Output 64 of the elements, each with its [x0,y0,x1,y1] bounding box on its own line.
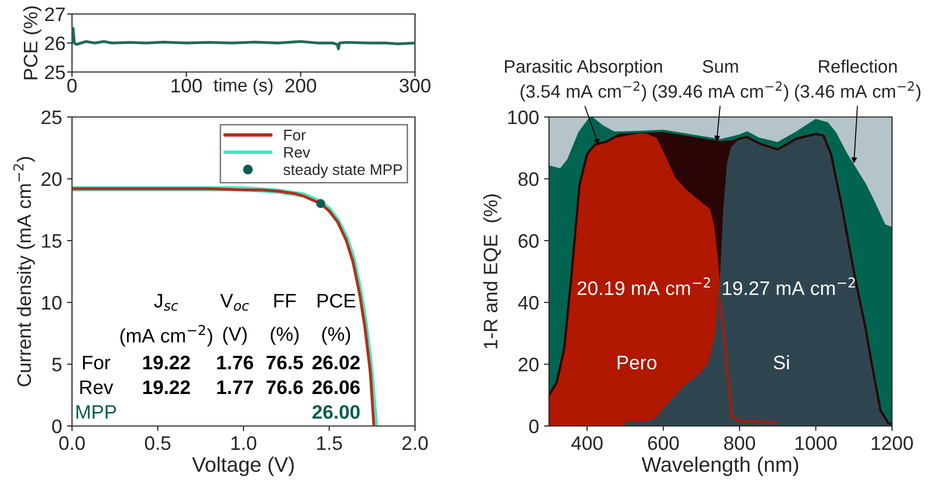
line-series [72,27,415,50]
x-tick-label: 1.5 [317,436,342,450]
annotation: V$_{oc}$ [220,294,249,311]
annotation: 26.06 [312,380,360,394]
series-label: Si [774,355,789,370]
legend-label: steady state MPP [283,164,402,178]
x-tick-label: 0.0 [59,436,85,450]
x-axis-title: Wavelength (nm) [642,456,798,476]
legend-label: For [284,130,306,140]
annotation: 19.27 mA cm$^{−2}$ [722,277,855,296]
x-tick-label: 1200 [872,436,913,450]
y-axis-title: Current density (mA cm$^{−2}$) [13,157,35,386]
y-tick-label: 0 [52,419,62,434]
x-axis-title: time (s) [214,78,272,96]
y-tick-label: 0 [529,419,539,434]
series-label: Pero [618,356,656,370]
x-axis-title: Voltage (V) [192,456,294,476]
annotation: (mA cm$^{−2}$) [120,324,212,346]
y-tick-label: 5 [52,358,62,372]
annotation: 76.6 [266,380,303,394]
annotation: (V) [223,326,247,345]
annotation: 26.00 [312,405,360,419]
annotation: 26.02 [312,356,360,370]
x-tick-label: 800 [724,436,756,450]
annotation: PCE [318,294,356,308]
annotation: (%) [270,326,299,345]
x-tick-label: 100 [172,78,202,93]
annotation: Rev [80,380,114,394]
y-tick-label: 27 [45,7,65,22]
annotation: 1.76 [217,356,254,370]
annotation: 76.5 [266,356,304,370]
y-tick-label: 10 [42,296,62,310]
y-tick-label: 40 [518,296,539,310]
x-tick-label: 600 [648,436,679,450]
y-tick-label: 25 [42,110,62,124]
y-tick-label: 25 [45,65,65,80]
annotation: 19.22 [143,380,190,394]
x-tick-label: 1.0 [231,436,256,450]
annotation: For [83,356,110,370]
y-tick-label: 60 [518,234,539,248]
annotation: MPP [76,405,116,419]
x-tick-label: 400 [571,436,603,450]
annotation: 20.19 mA cm$^{−2}$ [578,277,710,296]
annotation: FF [274,294,296,308]
x-tick-label: 2.0 [402,436,428,450]
annotation: J$_{sc}$ [154,294,178,311]
legend-label: Rev [284,147,310,158]
y-axis-title: 1-R and EQE (%) [483,194,502,348]
y-tick-label: 100 [508,110,539,124]
annotation: 1.77 [217,380,253,394]
annotation: Reflection (3.46 mA cm$^{−2}$) [794,60,920,102]
annotation: (%) [322,326,350,345]
x-tick-label: 200 [285,78,316,93]
y-tick-label: 26 [45,36,65,50]
y-tick-label: 80 [518,172,539,186]
x-tick-label: 1000 [796,436,837,450]
y-axis-title: PCE (%) [23,6,42,80]
x-tick-label: 300 [400,78,430,93]
y-tick-label: 15 [42,234,62,248]
y-tick-label: 20 [518,358,539,372]
x-tick-label: 0 [67,78,77,93]
x-tick-label: 0.5 [144,436,170,450]
annotation: 19.22 [143,356,190,370]
y-tick-label: 20 [42,172,62,186]
